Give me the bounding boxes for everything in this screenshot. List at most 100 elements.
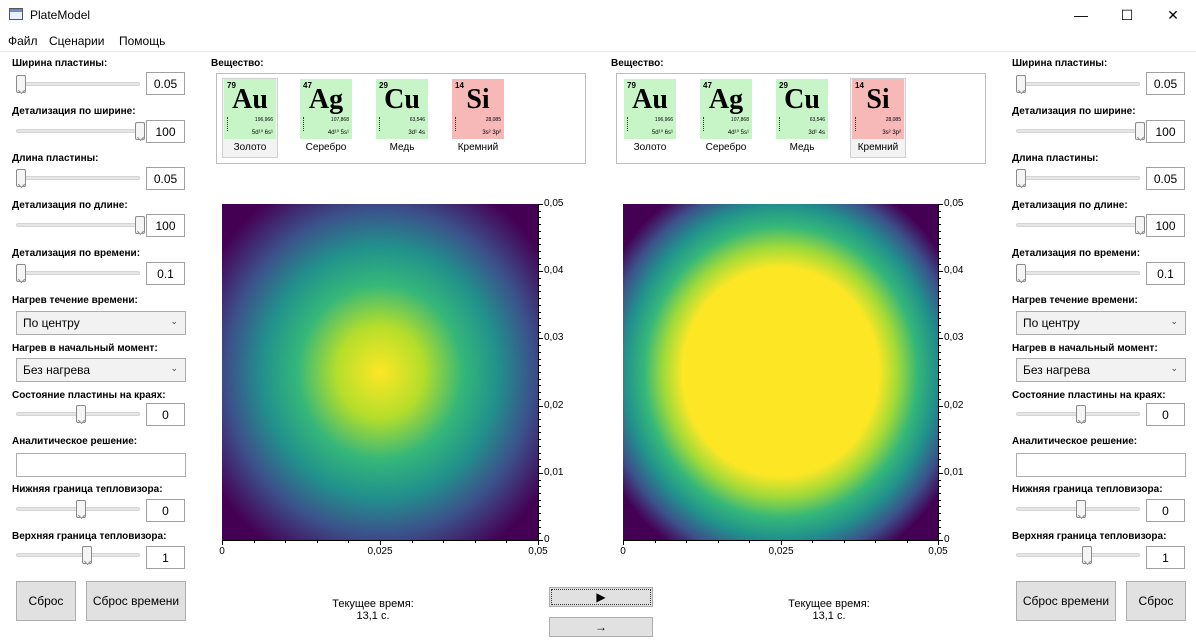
edge-state-field[interactable]: 0 xyxy=(146,403,185,426)
reset-time-button[interactable]: Сброс времени xyxy=(86,581,186,621)
element-mass: 107,868 xyxy=(730,117,749,123)
current-time-label: Текущее время: xyxy=(788,598,870,610)
width-detail-slider-thumb[interactable] xyxy=(1135,122,1145,140)
width-detail-slider-track[interactable] xyxy=(16,129,140,133)
thermo-low-slider-thumb[interactable] xyxy=(1076,500,1086,518)
analytic-solution-field[interactable] xyxy=(1016,453,1186,477)
maximize-button[interactable]: ☐ xyxy=(1120,6,1134,23)
thermo-low-field[interactable]: 0 xyxy=(146,499,185,522)
plate-length-slider-track[interactable] xyxy=(1016,176,1140,180)
width-detail-field[interactable]: 100 xyxy=(146,120,185,143)
element-config: 5d¹⁰ 6s¹ xyxy=(251,130,273,136)
y-minor-tick xyxy=(938,338,941,339)
y-minor-tick xyxy=(938,379,941,380)
width-detail-slider-thumb[interactable] xyxy=(135,122,145,140)
thermo-high-field[interactable]: 1 xyxy=(1146,546,1185,569)
time-detail-slider-track[interactable] xyxy=(16,271,140,275)
time-detail-field[interactable]: 0.1 xyxy=(1146,262,1185,285)
x-minor-tick xyxy=(781,540,782,543)
plate-length-slider-track[interactable] xyxy=(16,176,140,180)
time-detail-slider-thumb[interactable] xyxy=(1016,264,1026,282)
heat-over-time-combo[interactable]: По центру ⌄ xyxy=(1016,311,1186,335)
thermo-low-field[interactable]: 0 xyxy=(1146,499,1185,522)
y-minor-tick xyxy=(538,540,541,541)
thermo-high-slider-track[interactable] xyxy=(1016,553,1140,557)
length-detail-slider-thumb[interactable] xyxy=(1135,216,1145,234)
reset-button[interactable]: Сброс xyxy=(1126,581,1186,621)
plate-length-field[interactable]: 0.05 xyxy=(1146,167,1185,190)
x-tick-label: 0 xyxy=(219,546,225,557)
menu-file[interactable]: Файл xyxy=(8,34,38,48)
width-detail-field[interactable]: 100 xyxy=(1146,120,1185,143)
time-detail-field[interactable]: 0.1 xyxy=(146,262,185,285)
y-minor-tick xyxy=(938,432,941,433)
plate-length-slider-thumb[interactable] xyxy=(1016,169,1026,187)
length-detail-label: Детализация по длине: xyxy=(1012,200,1128,211)
y-minor-tick xyxy=(938,513,941,514)
x-minor-tick xyxy=(875,540,876,543)
plate-length-field[interactable]: 0.05 xyxy=(146,167,185,190)
element-au[interactable]: 79 Au 196,966 5d¹⁰ 6s¹ Золото xyxy=(622,78,678,158)
y-minor-tick xyxy=(938,466,941,467)
edge-state-field[interactable]: 0 xyxy=(1146,403,1185,426)
edge-state-slider-thumb[interactable] xyxy=(76,405,86,423)
thermo-low-slider-thumb[interactable] xyxy=(76,500,86,518)
plate-length-slider-thumb[interactable] xyxy=(16,169,26,187)
y-minor-tick xyxy=(938,305,941,306)
reset-time-button[interactable]: Сброс времени xyxy=(1016,581,1116,621)
element-cu[interactable]: 29 Cu 63,546 3d¹ 4s Медь xyxy=(774,78,830,158)
y-minor-tick xyxy=(938,520,941,521)
x-minor-tick xyxy=(907,540,908,543)
play-button[interactable]: ▶ xyxy=(549,587,653,607)
y-minor-tick xyxy=(938,412,941,413)
x-minor-tick xyxy=(317,540,318,543)
y-minor-tick xyxy=(938,325,941,326)
element-shell-marks xyxy=(227,117,231,131)
menu-scenarios[interactable]: Сценарии xyxy=(49,34,105,48)
length-detail-field[interactable]: 100 xyxy=(146,214,185,237)
reset-button[interactable]: Сброс xyxy=(16,581,76,621)
plate-width-field[interactable]: 0.05 xyxy=(1146,72,1185,95)
y-minor-tick xyxy=(538,278,541,279)
element-au[interactable]: 79 Au 196,966 5d¹⁰ 6s¹ Золото xyxy=(222,78,278,158)
heat-over-time-combo[interactable]: По центру ⌄ xyxy=(16,311,186,335)
edge-state-slider-thumb[interactable] xyxy=(1076,405,1086,423)
current-time-value: 13,1 с. xyxy=(356,610,390,622)
thermo-high-field[interactable]: 1 xyxy=(146,546,185,569)
element-si[interactable]: 14 Si 28,085 3s² 3p² Кремний xyxy=(850,78,906,158)
thermo-high-slider-thumb[interactable] xyxy=(1082,546,1092,564)
plate-width-slider-thumb[interactable] xyxy=(1016,75,1026,93)
thermo-high-slider-track[interactable] xyxy=(16,553,140,557)
element-ag[interactable]: 47 Ag 107,868 4d¹⁰ 5s¹ Серебро xyxy=(698,78,754,158)
x-minor-tick xyxy=(623,540,624,543)
length-detail-slider-thumb[interactable] xyxy=(135,216,145,234)
y-minor-tick xyxy=(938,439,941,440)
length-detail-slider-track[interactable] xyxy=(1016,223,1140,227)
thermo-high-label: Верхняя граница тепловизора: xyxy=(12,531,167,542)
y-minor-tick xyxy=(538,211,541,212)
menu-help[interactable]: Помощь xyxy=(119,34,166,48)
x-axis-line xyxy=(623,540,938,541)
time-detail-slider-track[interactable] xyxy=(1016,271,1140,275)
element-si[interactable]: 14 Si 28,085 3s² 3p² Кремний xyxy=(450,78,506,158)
plate-width-slider-thumb[interactable] xyxy=(16,75,26,93)
heat-initial-combo[interactable]: Без нагрева ⌄ xyxy=(16,358,186,382)
y-minor-tick xyxy=(538,493,541,494)
plate-width-field[interactable]: 0.05 xyxy=(146,72,185,95)
element-ag[interactable]: 47 Ag 107,868 4d¹⁰ 5s¹ Серебро xyxy=(298,78,354,158)
minimize-button[interactable]: — xyxy=(1074,7,1088,23)
close-button[interactable]: ✕ xyxy=(1167,6,1179,23)
plate-width-slider-track[interactable] xyxy=(16,82,140,86)
plate-width-slider-track[interactable] xyxy=(1016,82,1140,86)
thermo-high-slider-thumb[interactable] xyxy=(82,546,92,564)
length-detail-slider-track[interactable] xyxy=(16,223,140,227)
y-minor-tick xyxy=(538,432,541,433)
width-detail-slider-track[interactable] xyxy=(1016,129,1140,133)
analytic-solution-field[interactable] xyxy=(16,453,186,477)
element-cu[interactable]: 29 Cu 63,546 3d¹ 4s Медь xyxy=(374,78,430,158)
heat-initial-combo[interactable]: Без нагрева ⌄ xyxy=(1016,358,1186,382)
length-detail-field[interactable]: 100 xyxy=(1146,214,1185,237)
time-detail-slider-thumb[interactable] xyxy=(16,264,26,282)
chevron-down-icon: ⌄ xyxy=(1170,316,1178,326)
step-button[interactable]: → xyxy=(549,617,653,637)
